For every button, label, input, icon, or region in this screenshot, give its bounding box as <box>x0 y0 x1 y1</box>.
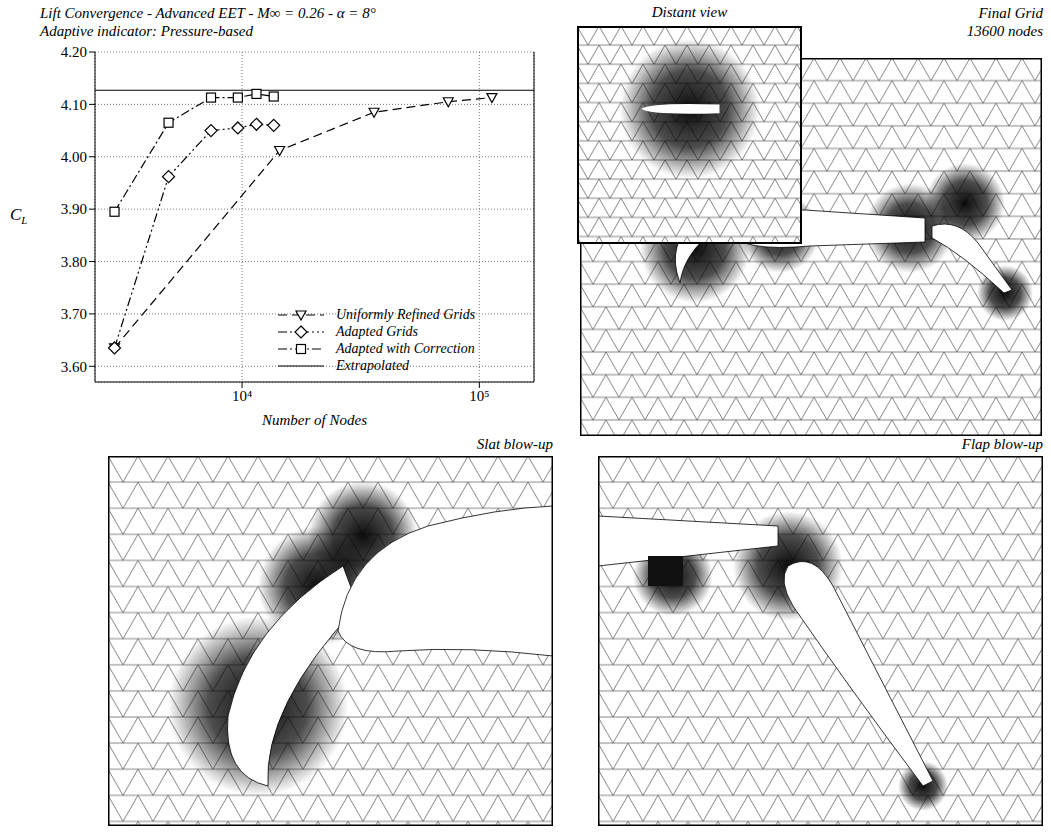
html-text:Slat blow-up: Slat blow-up <box>476 436 553 452</box>
svg-text:10⁴: 10⁴ <box>232 388 252 404</box>
svg-text:3.60: 3.60 <box>61 359 87 375</box>
html-text:Uniformly Refined Grids: Uniformly Refined Grids <box>336 306 476 322</box>
svg-text:4.10: 4.10 <box>61 97 87 113</box>
svg-text:10⁵: 10⁵ <box>469 388 489 404</box>
html-text:Adapted with Correction: Adapted with Correction <box>336 340 475 356</box>
svg-text:3.80: 3.80 <box>61 254 87 270</box>
html-text:Extrapolated: Extrapolated <box>336 357 410 373</box>
svg-text:3.90: 3.90 <box>61 201 87 217</box>
html-text:13600 nodes: 13600 nodes <box>966 23 1043 39</box>
html-text:CL: CL <box>10 205 28 227</box>
svg-text:3.70: 3.70 <box>61 306 87 322</box>
html-text:Flap blow-up: Flap blow-up <box>961 436 1043 452</box>
html-text:Adaptive indicator: Pressure-b: Adaptive indicator: Pressure-based <box>40 23 253 39</box>
svg-text:4.00: 4.00 <box>61 149 87 165</box>
html-text:Adapted Grids: Adapted Grids <box>336 323 419 339</box>
html-text:Distant view: Distant view <box>651 4 728 20</box>
html-text:Final Grid: Final Grid <box>978 5 1043 21</box>
html-text:Lift Convergence - Advanced EE: Lift Convergence - Advanced EET - M∞ = 0… <box>40 5 376 21</box>
svg-text:Number of Nodes: Number of Nodes <box>261 412 367 428</box>
svg-text:4.20: 4.20 <box>61 44 87 60</box>
